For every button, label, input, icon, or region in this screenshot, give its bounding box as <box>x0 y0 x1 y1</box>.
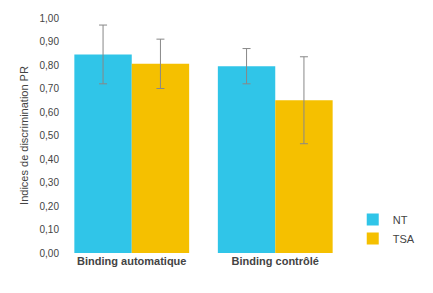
svg-text:0,70: 0,70 <box>40 83 60 94</box>
svg-text:TSA: TSA <box>393 233 415 245</box>
svg-text:Indices de discrimination PR: Indices de discrimination PR <box>18 66 30 205</box>
svg-text:1,00: 1,00 <box>40 13 60 24</box>
svg-text:0,60: 0,60 <box>40 107 60 118</box>
svg-text:0,20: 0,20 <box>40 201 60 212</box>
svg-text:Binding contrôlé: Binding contrôlé <box>232 255 319 267</box>
svg-text:Binding automatique: Binding automatique <box>77 255 186 267</box>
svg-text:0,50: 0,50 <box>40 130 60 141</box>
svg-text:0,30: 0,30 <box>40 177 60 188</box>
svg-text:0,40: 0,40 <box>40 154 60 165</box>
svg-text:0,10: 0,10 <box>40 224 60 235</box>
svg-text:NT: NT <box>393 214 408 226</box>
svg-text:0,90: 0,90 <box>40 36 60 47</box>
svg-text:0,80: 0,80 <box>40 60 60 71</box>
svg-text:0,00: 0,00 <box>40 248 60 259</box>
